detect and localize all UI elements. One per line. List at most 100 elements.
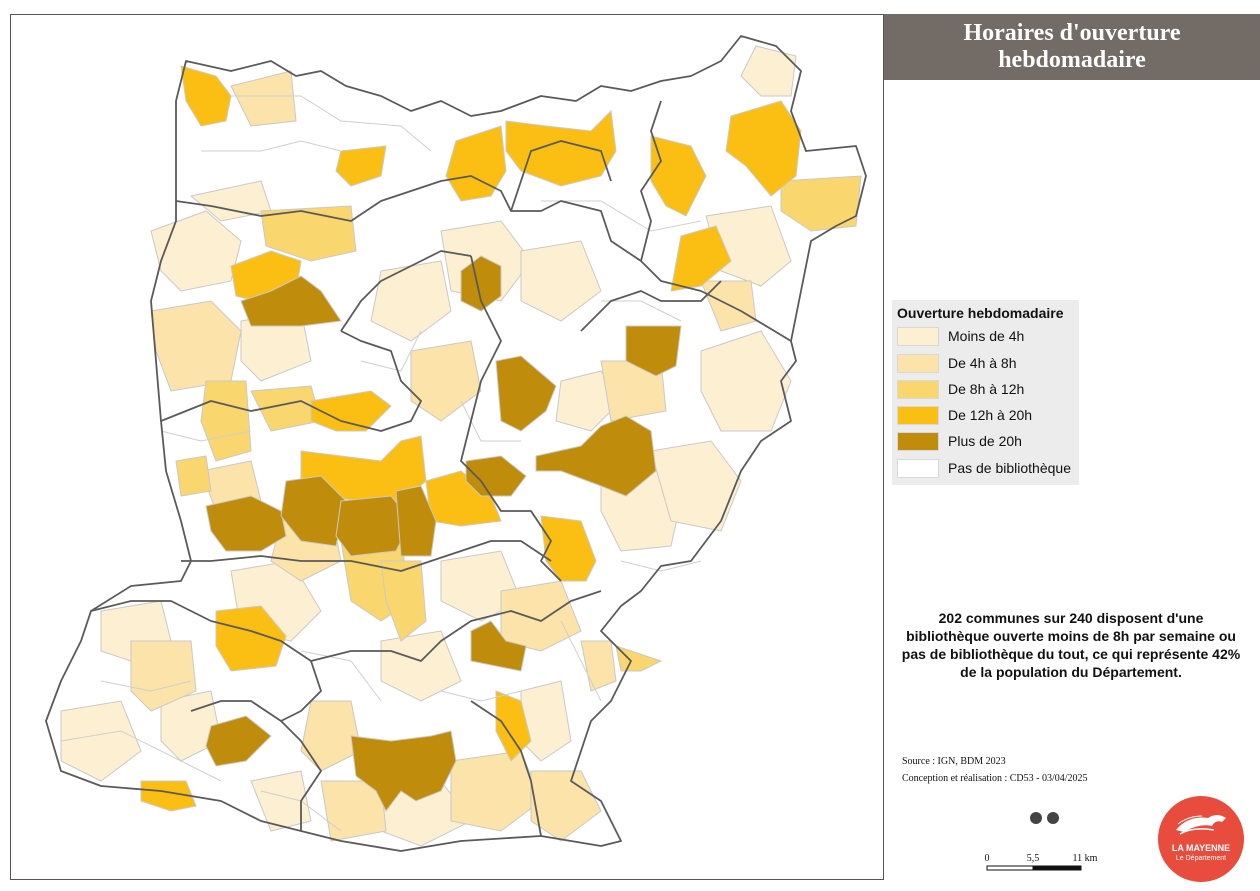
commune-4h-8h [230,70,297,127]
commune-12h-20h [650,135,707,217]
legend-item: Plus de 20h [897,431,1077,451]
legend-label: De 12h à 20h [948,407,1033,423]
commune-8h-12h [260,205,357,262]
map-title-banner: Horaires d'ouverture hebdomadaire [884,14,1260,80]
legend-label: Pas de bibliothèque [948,460,1071,476]
commune-moins-4h [650,440,742,532]
commune-12h-20h [540,515,597,582]
legend-item: De 12h à 20h [897,405,1077,425]
legend-title: Ouverture hebdomadaire [897,305,1064,321]
commune-plus-20h [205,495,287,552]
commune-boundary [460,400,521,442]
credits-text: Conception et réalisation : CD53 - 03/04… [902,773,1088,784]
commune-moins-4h [700,330,792,432]
commune-boundary [360,330,422,372]
commune-8h-12h [175,455,212,497]
commune-moins-4h [150,210,242,292]
legend-swatch [897,354,939,373]
commune-plus-20h [535,415,657,497]
scale-bar: 0 5,5 11 km [985,853,1098,871]
scale-segment [986,865,1034,871]
commune-boundary [541,200,702,232]
commune-12h-20h [215,605,287,672]
commune-boundary [60,730,222,782]
scale-label: 5,5 [1027,853,1040,864]
commune-12h-20h [670,225,732,292]
commune-plus-20h [205,715,272,767]
dot-icon [1047,812,1059,824]
logo-subtitle: Le Département [1175,855,1227,862]
commune-moins-4h [60,700,142,782]
commune-boundary [201,140,342,152]
commune-8h-12h [615,645,663,672]
commune-boundaries [60,95,702,832]
commune-plus-20h [465,455,527,497]
commune-12h-20h [180,65,232,127]
map-frame [10,14,884,880]
commune-12h-20h [445,125,507,202]
commune-plus-20h [335,495,412,557]
logo-name: LA MAYENNE [1171,843,1231,853]
legend-item: Moins de 4h [897,326,1077,346]
canton-boundary [340,250,472,332]
legend-item: De 4h à 8h [897,353,1077,373]
commune-boundary [560,620,602,702]
commune-4h-8h [130,640,197,712]
commune-boundary [440,690,522,702]
commune-moins-4h [160,690,222,762]
commune-plus-20h [280,475,347,547]
canton-boundary [470,700,542,837]
scale-label: 11 km [1073,853,1098,864]
commune-8h-12h [380,560,427,642]
commune-12h-20h [725,100,802,197]
canton-boundary [460,255,562,582]
canton-boundary [640,100,662,262]
commune-moins-4h [740,45,797,97]
commune-12h-20h [310,390,392,432]
legend-label: Plus de 20h [948,433,1022,449]
commune-boundary [300,650,382,702]
commune-12h-20h [335,145,387,187]
department-boundary [45,35,867,852]
commune-plus-20h [395,485,437,557]
map-title-line1: Horaires d'ouverture [963,20,1181,46]
commune-plus-20h [470,620,527,672]
canton-boundary [280,720,322,831]
commune-moins-4h [520,240,602,322]
canton-boundary [310,590,602,662]
statistic-text: 202 communes sur 240 disposent d'une bib… [901,610,1241,680]
commune-areas [60,45,862,847]
scale-label: 0 [985,853,990,864]
commune-12h-20h [505,109,617,187]
canton-boundaries [45,35,867,852]
legend-swatch [897,327,939,346]
legend: Ouverture hebdomadaire Moins de 4h De 4h… [892,300,1079,485]
canton-boundary [175,175,792,342]
legend-swatch [897,459,939,478]
legend-item: Pas de bibliothèque [897,458,1077,478]
commune-boundary [601,300,682,322]
legend-swatch [897,380,939,399]
legend-label: De 4h à 8h [948,355,1017,371]
map-title-line2: hebdomadaire [998,47,1146,73]
horse-icon [1176,815,1226,835]
commune-boundary [160,430,252,442]
legend-label: De 8h à 12h [948,381,1025,397]
canton-boundary [510,140,612,212]
commune-plus-20h [495,355,557,432]
dot-icon [1030,812,1042,824]
commune-plus-20h [625,325,682,377]
canton-boundary [580,280,722,332]
legend-swatch [897,406,939,425]
commune-plus-20h [460,255,502,312]
canton-boundary [181,540,552,572]
scale-segment [1032,865,1082,871]
commune-moins-4h [250,770,312,832]
legend-label: Moins de 4h [948,328,1025,344]
commune-plus-20h [350,730,457,812]
commune-4h-8h [410,340,482,422]
commune-boundary [100,680,192,692]
commune-boundary [231,95,432,152]
commune-moins-4h [370,260,452,342]
logo: LA MAYENNE Le Département [1158,796,1244,882]
